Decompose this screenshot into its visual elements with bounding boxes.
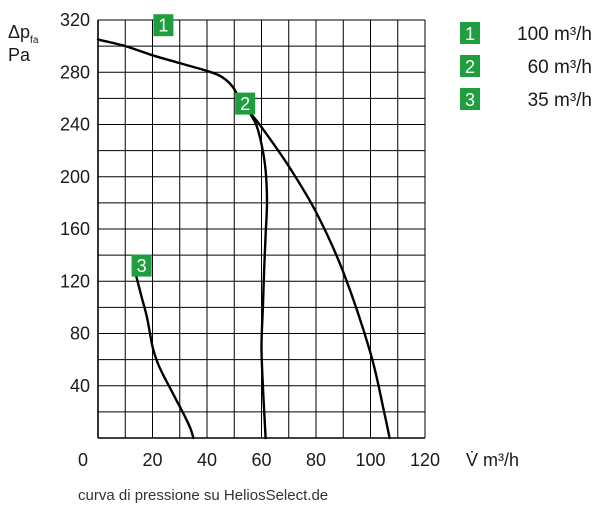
- legend-label: 60 m³/h: [528, 57, 592, 78]
- curve-badges: 1 2 3: [131, 14, 256, 277]
- y-tick-label: 120: [60, 271, 90, 291]
- curve-badge-label: 3: [137, 256, 147, 276]
- legend-badge-label: 1: [465, 24, 475, 44]
- legend: 1 100 m³/h 2 60 m³/h 3 35 m³/h: [460, 22, 592, 111]
- curve-2: [246, 108, 269, 440]
- curve-badge-label: 1: [158, 16, 168, 36]
- legend-item-2: 2 60 m³/h: [460, 55, 592, 78]
- x-tick-label: 20: [142, 450, 162, 470]
- x-axis-ticks: 0 20 40 60 80 100 120: [78, 450, 440, 470]
- curve-badge-3: 3: [131, 254, 152, 277]
- y-axis-subscript: fa: [30, 35, 39, 46]
- curve-3: [135, 274, 195, 440]
- legend-item-3: 3 35 m³/h: [460, 88, 592, 111]
- legend-label: 35 m³/h: [528, 90, 592, 111]
- x-tick-label: 60: [251, 450, 271, 470]
- x-axis-label: V̇ m³/h: [466, 450, 519, 470]
- y-tick-label: 160: [60, 219, 90, 239]
- legend-swatch: [460, 22, 480, 44]
- y-tick-label: 80: [70, 324, 90, 344]
- legend-item-1: 1 100 m³/h: [460, 22, 592, 45]
- legend-swatch: [460, 55, 480, 77]
- y-tick-label: 280: [60, 62, 90, 82]
- y-axis-symbol: Δpfa: [8, 22, 39, 46]
- x-tick-label: 40: [197, 450, 217, 470]
- x-tick-label: 100: [355, 450, 385, 470]
- x-tick-label: 120: [410, 450, 440, 470]
- y-tick-label: 200: [60, 167, 90, 187]
- legend-label: 100 m³/h: [517, 24, 592, 45]
- y-tick-label: 240: [60, 115, 90, 135]
- legend-badge-label: 3: [465, 90, 475, 110]
- x-tick-label: 80: [306, 450, 326, 470]
- footnote: curva di pressione su HeliosSelect.de: [78, 487, 328, 504]
- legend-badge-label: 2: [465, 57, 475, 77]
- curve-badge-2: 2: [235, 92, 256, 115]
- y-axis-unit: Pa: [8, 45, 31, 65]
- curve-badge-label: 2: [240, 94, 250, 114]
- y-axis-ticks: 40 80 120 160 200 240 280 320: [60, 10, 90, 396]
- x-tick-label: 0: [78, 450, 88, 470]
- legend-swatch: [460, 88, 480, 110]
- y-tick-label: 40: [70, 376, 90, 396]
- y-tick-label: 320: [60, 10, 90, 30]
- curve-badge-1: 1: [153, 14, 174, 37]
